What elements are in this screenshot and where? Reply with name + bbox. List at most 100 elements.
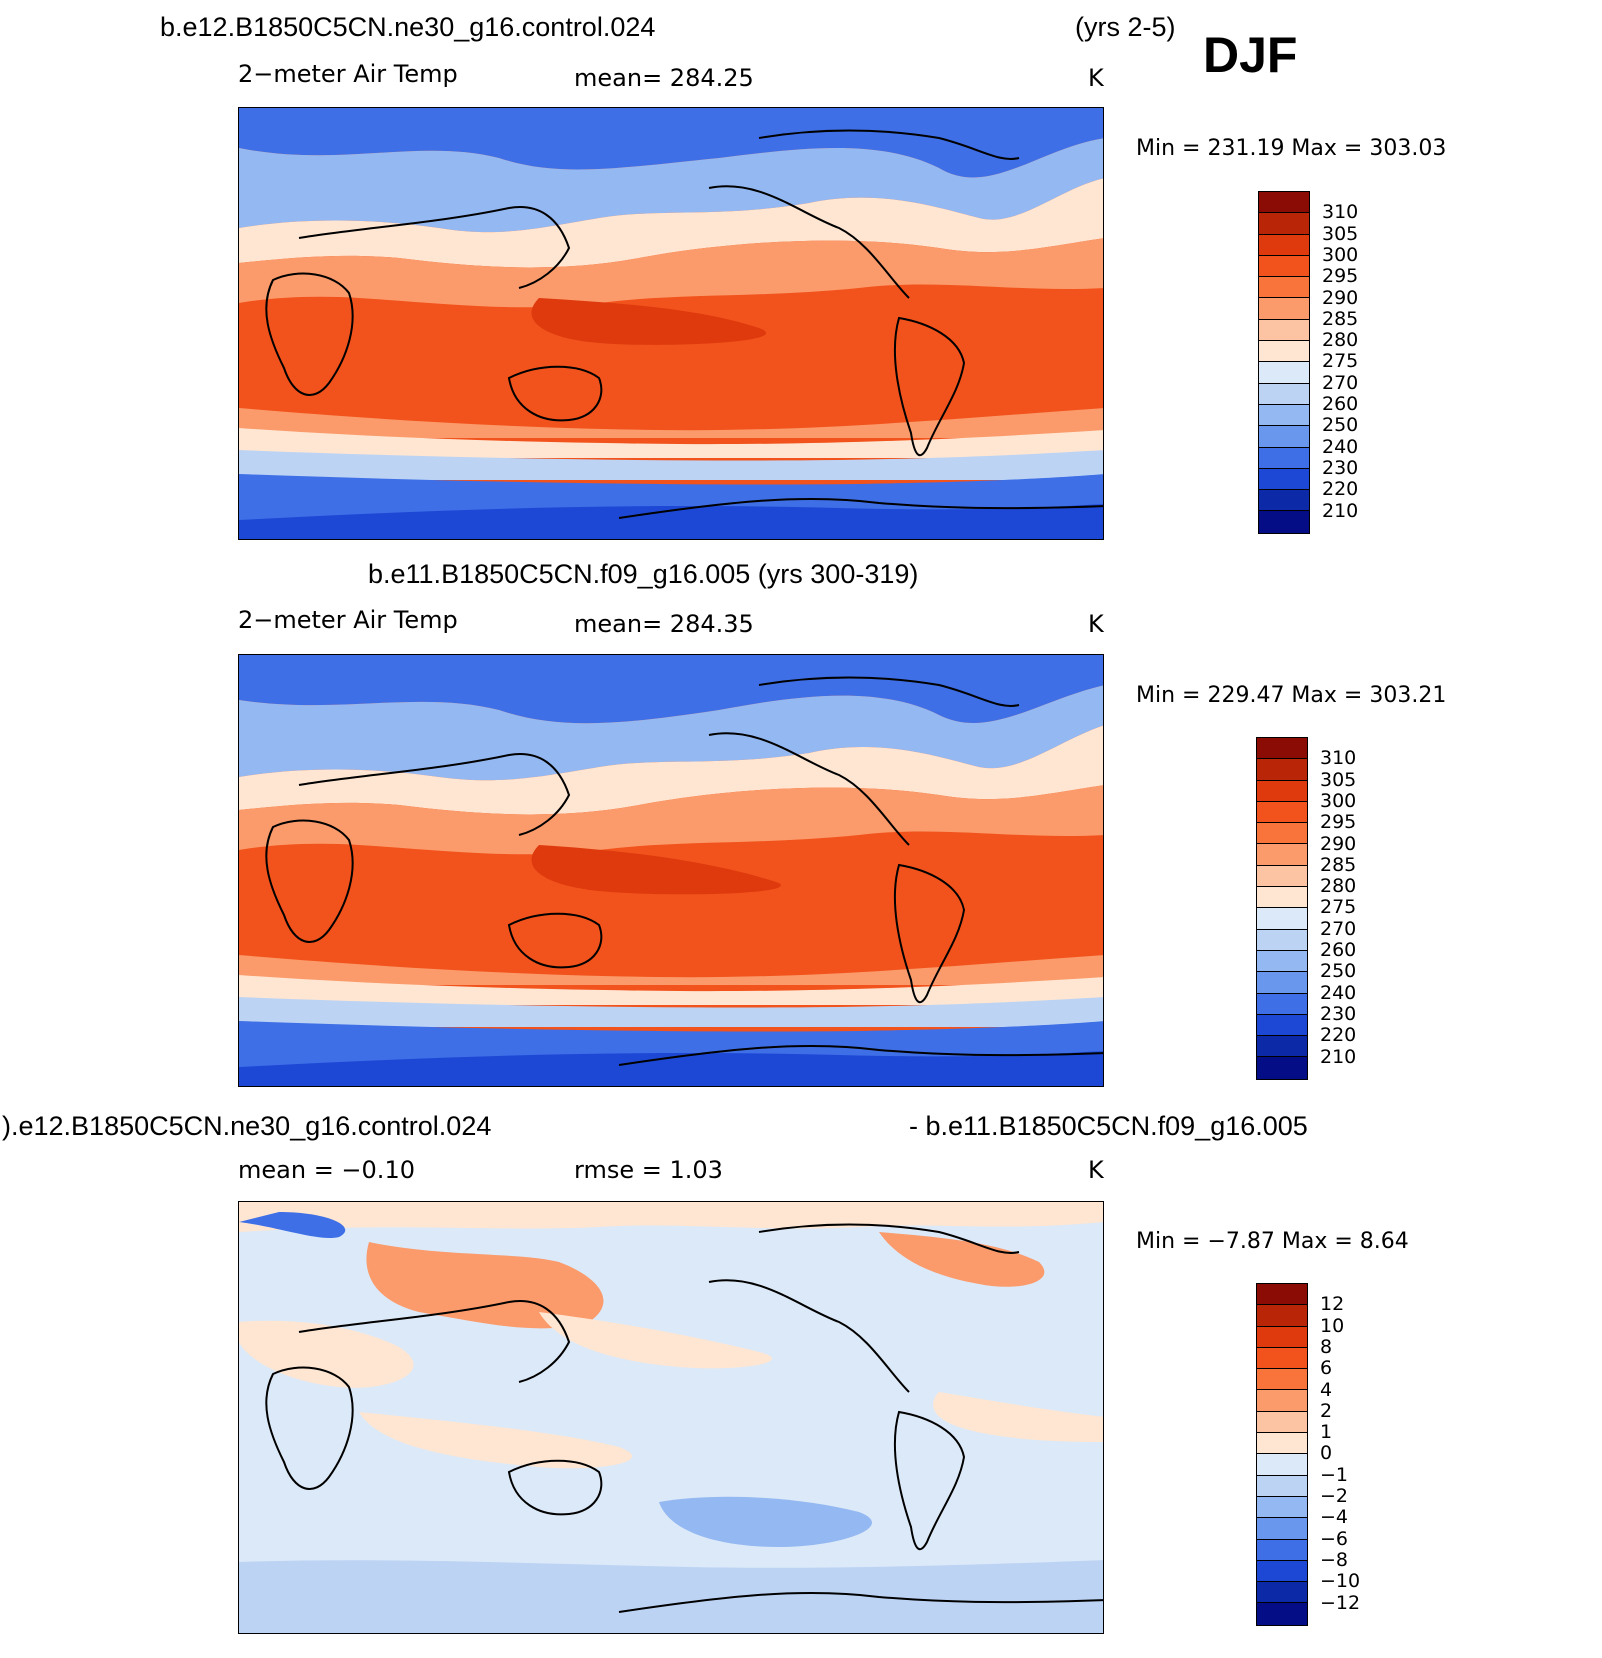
colorbar-label: 210 xyxy=(1322,499,1359,522)
panel3-minmax: Min = −7.87 Max = 8.64 xyxy=(1136,1229,1409,1254)
colorbar-swatch xyxy=(1259,362,1309,384)
colorbar-swatch xyxy=(1257,759,1307,781)
colorbar-swatch xyxy=(1257,1057,1307,1079)
colorbar-label: 270 xyxy=(1320,917,1357,940)
colorbar-swatch xyxy=(1259,490,1309,512)
colorbar-label: −10 xyxy=(1320,1570,1361,1593)
colorbar-label: 210 xyxy=(1320,1045,1357,1068)
colorbar-label: 250 xyxy=(1320,960,1357,983)
colorbar-label: 295 xyxy=(1322,265,1359,288)
colorbar-swatch xyxy=(1257,801,1307,824)
colorbar-swatch xyxy=(1259,426,1309,448)
panel1-map-field xyxy=(239,108,1103,539)
colorbar-swatch xyxy=(1257,844,1307,866)
colorbar-label: −1 xyxy=(1320,1463,1349,1486)
colorbar-label: −2 xyxy=(1320,1485,1349,1507)
colorbar-label: 290 xyxy=(1320,832,1357,855)
panel3-mean: mean = −0.10 xyxy=(238,1156,415,1184)
colorbar-label: 295 xyxy=(1320,811,1357,834)
panel3-rmse: rmse = 1.03 xyxy=(574,1156,723,1184)
colorbar-label: 285 xyxy=(1320,853,1357,876)
colorbar-swatch xyxy=(1257,1433,1307,1455)
colorbar-swatch xyxy=(1257,1347,1307,1370)
panel3-right-title: - b.e11.B1850C5CN.f09_g16.005 xyxy=(909,1111,1308,1141)
colorbar-swatch xyxy=(1257,1305,1307,1327)
colorbar-swatch xyxy=(1257,1475,1307,1497)
colorbar-swatch xyxy=(1257,1326,1307,1348)
colorbar-swatch xyxy=(1259,511,1309,533)
panel1-years: (yrs 2-5) xyxy=(1075,12,1176,42)
colorbar-swatch xyxy=(1257,929,1307,951)
colorbar-label: 1 xyxy=(1320,1421,1333,1444)
panel3-left-title: ).e12.B1850C5CN.ne30_g16.control.024 xyxy=(2,1111,492,1141)
colorbar-label: 12 xyxy=(1320,1293,1345,1316)
panel2-title: b.e11.B1850C5CN.f09_g16.005 (yrs 300-319… xyxy=(368,559,919,589)
colorbar-label: −12 xyxy=(1320,1591,1361,1614)
colorbar-swatch xyxy=(1257,993,1307,1015)
colorbar-label: 8 xyxy=(1320,1335,1333,1358)
colorbar-label: 240 xyxy=(1320,981,1357,1004)
colorbar-swatch xyxy=(1257,1539,1307,1561)
colorbar-swatch xyxy=(1259,234,1309,256)
colorbar-label: 280 xyxy=(1322,329,1359,352)
colorbar-swatch xyxy=(1257,1496,1307,1519)
panel2-map-field xyxy=(239,655,1103,1086)
colorbar-label: 305 xyxy=(1320,768,1357,791)
colorbar-swatch xyxy=(1259,213,1309,235)
panel2-minmax: Min = 229.47 Max = 303.21 xyxy=(1136,683,1447,708)
colorbar-label: 305 xyxy=(1322,222,1359,245)
panel1-mean: mean= 284.25 xyxy=(574,64,754,92)
colorbar-swatch xyxy=(1257,908,1307,930)
colorbar-swatch xyxy=(1257,738,1307,760)
colorbar-swatch xyxy=(1259,447,1309,469)
colorbar-label: 6 xyxy=(1320,1357,1333,1380)
colorbar-swatch xyxy=(1259,468,1309,491)
colorbar-swatch xyxy=(1259,277,1309,299)
colorbar-swatch xyxy=(1259,298,1309,320)
colorbar-label: 2 xyxy=(1320,1399,1333,1422)
colorbar-label: 300 xyxy=(1320,789,1357,812)
panel1-units: K xyxy=(1088,64,1104,92)
colorbar-swatch xyxy=(1257,1603,1307,1625)
colorbar-label: 240 xyxy=(1322,435,1359,458)
colorbar-swatch xyxy=(1257,1560,1307,1583)
panel2-variable: 2−meter Air Temp xyxy=(238,606,458,634)
panel1-minmax: Min = 231.19 Max = 303.03 xyxy=(1136,136,1447,161)
panel2-units: K xyxy=(1088,610,1104,638)
colorbar-swatch xyxy=(1259,341,1309,363)
panel3-map xyxy=(238,1201,1104,1634)
colorbar-swatch xyxy=(1257,950,1307,973)
panel1-variable: 2−meter Air Temp xyxy=(238,60,458,88)
season-label: DJF xyxy=(1203,27,1298,83)
colorbar-swatch xyxy=(1257,865,1307,888)
colorbar-swatch xyxy=(1257,1411,1307,1434)
colorbar-swatch xyxy=(1259,192,1309,214)
panel3-units: K xyxy=(1088,1156,1104,1184)
panel2-map xyxy=(238,654,1104,1087)
colorbar-swatch xyxy=(1257,1454,1307,1476)
colorbar-label: 310 xyxy=(1322,201,1359,224)
colorbar-label: 250 xyxy=(1322,414,1359,437)
colorbar-swatch xyxy=(1257,1284,1307,1306)
colorbar-label: −4 xyxy=(1320,1506,1349,1529)
colorbar-swatch xyxy=(1257,972,1307,994)
colorbar-label: −6 xyxy=(1320,1527,1349,1550)
colorbar-swatch xyxy=(1259,404,1309,427)
panel2-mean: mean= 284.35 xyxy=(574,610,754,638)
colorbar-label: 280 xyxy=(1320,875,1357,898)
colorbar-label: 4 xyxy=(1320,1378,1333,1401)
colorbar-swatch xyxy=(1257,1014,1307,1037)
colorbar-label: 275 xyxy=(1322,350,1359,373)
colorbar-label: 300 xyxy=(1322,243,1359,266)
colorbar-label: 10 xyxy=(1320,1314,1345,1337)
colorbar-swatch xyxy=(1257,1518,1307,1540)
colorbar-label: 220 xyxy=(1320,1024,1357,1047)
colorbar-label: 0 xyxy=(1320,1442,1333,1465)
colorbar-label: 285 xyxy=(1322,307,1359,330)
colorbar-label: 310 xyxy=(1320,747,1357,770)
colorbar-swatch xyxy=(1259,255,1309,278)
colorbar-swatch xyxy=(1257,780,1307,802)
colorbar-swatch xyxy=(1257,887,1307,909)
panel3-map-field xyxy=(239,1202,1103,1633)
colorbar-swatch xyxy=(1257,1036,1307,1058)
